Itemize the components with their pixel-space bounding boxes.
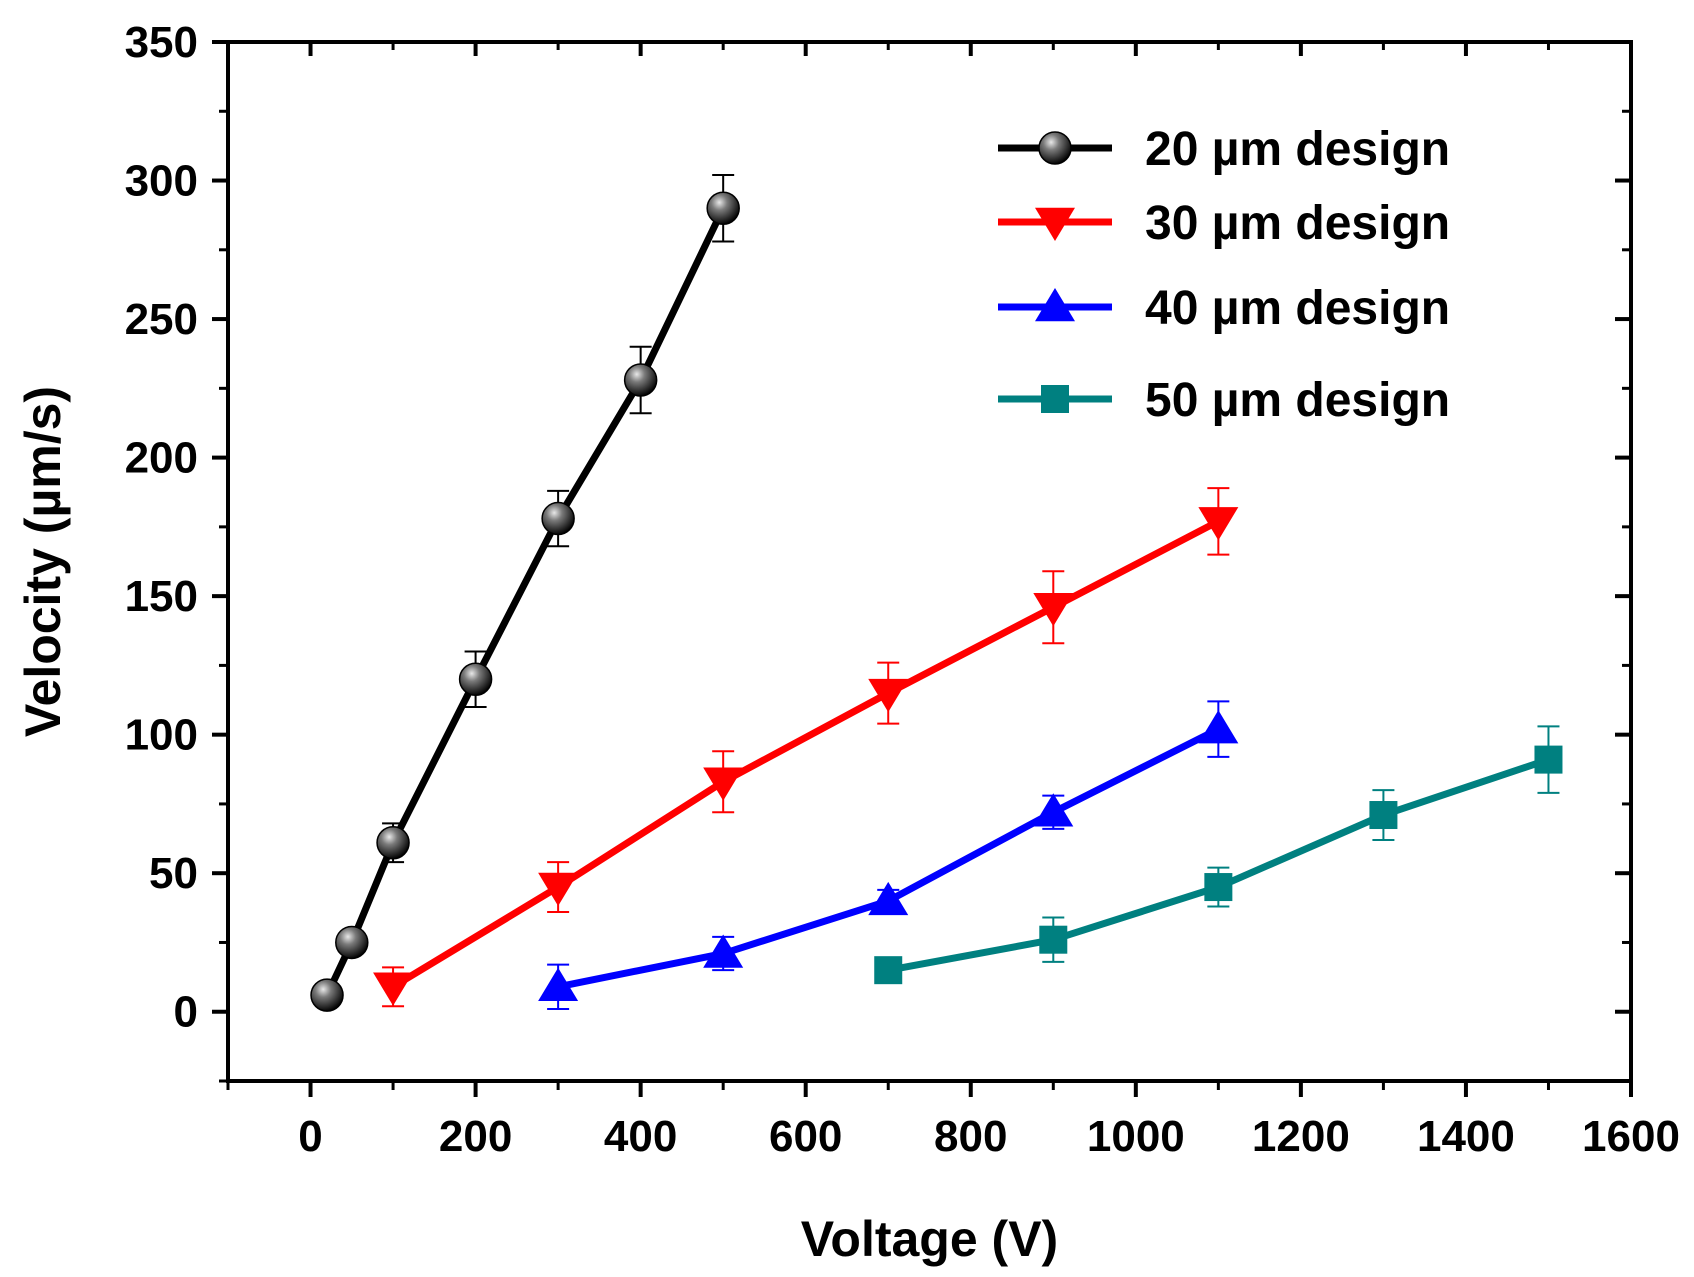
y-tick-label: 150	[125, 572, 198, 621]
legend-marker	[1038, 131, 1072, 165]
data-point	[310, 978, 344, 1012]
y-tick-label: 250	[125, 295, 198, 344]
data-point	[868, 678, 909, 713]
legend-item-2: 30 µm design	[998, 197, 1450, 250]
data-point	[1033, 793, 1074, 827]
x-tick-label: 0	[298, 1112, 322, 1161]
data-point	[1204, 873, 1233, 902]
data-point	[874, 956, 903, 985]
x-tick-label: 800	[934, 1112, 1007, 1161]
x-tick-label: 1200	[1252, 1112, 1350, 1161]
y-tick-label: 50	[149, 849, 198, 898]
series-layer	[310, 173, 1563, 1012]
y-axis: 0 50 100 150 200 250 300 350	[125, 18, 1631, 1083]
data-point	[703, 934, 744, 968]
y-tick-label: 350	[125, 18, 198, 67]
y-tick-label: 0	[174, 988, 198, 1037]
legend-item-1: 20 µm design	[998, 123, 1450, 176]
legend-label: 20 µm design	[1145, 123, 1450, 176]
data-point	[458, 662, 493, 697]
data-point	[1039, 925, 1068, 954]
data-point	[538, 872, 579, 907]
data-point	[623, 363, 658, 397]
legend-item-3: 40 µm design	[998, 282, 1450, 335]
data-point	[376, 825, 410, 860]
y-axis-title: Velocity (µm/s)	[15, 386, 71, 737]
data-point	[541, 501, 575, 536]
series-1	[310, 173, 740, 1012]
legend-item-4: 50 µm design	[998, 374, 1450, 427]
series-line	[391, 518, 1220, 990]
series-2	[373, 487, 1239, 1008]
data-point	[1534, 745, 1563, 774]
data-point	[706, 191, 740, 225]
x-tick-label: 1000	[1087, 1112, 1185, 1161]
x-axis-title: Voltage (V)	[801, 1211, 1058, 1267]
data-point	[1033, 592, 1074, 627]
plot-frame	[226, 40, 1633, 1083]
x-tick-label: 600	[769, 1112, 842, 1161]
data-point	[868, 881, 909, 916]
x-tick-label: 400	[604, 1112, 677, 1161]
series-4	[874, 725, 1563, 985]
legend-label: 50 µm design	[1145, 374, 1450, 427]
legend-label: 40 µm design	[1145, 282, 1450, 335]
legend-marker	[1035, 207, 1075, 241]
legend-label: 30 µm design	[1145, 197, 1450, 250]
x-tick-label: 200	[439, 1112, 512, 1161]
legend-marker	[1041, 385, 1069, 413]
data-point	[1198, 507, 1239, 541]
data-point	[373, 972, 414, 1006]
series-line	[887, 756, 1550, 974]
series-line	[557, 725, 1220, 991]
x-tick-label: 1400	[1417, 1112, 1515, 1161]
x-axis: 0 200 400 600 800 1000 1200 1400 1600	[226, 42, 1680, 1161]
data-point	[538, 967, 579, 1002]
series-3	[538, 700, 1239, 1010]
legend: 20 µm design 30 µm design 40 µm design 50 µ…	[998, 123, 1450, 427]
x-tick-label: 1600	[1582, 1112, 1680, 1161]
data-point	[703, 767, 744, 801]
legend-marker	[1035, 288, 1075, 322]
data-point	[335, 925, 369, 960]
data-point	[1369, 801, 1398, 830]
y-tick-label: 300	[125, 157, 198, 206]
data-point	[1198, 710, 1239, 744]
plot-border	[226, 40, 1633, 1083]
y-tick-label: 200	[125, 434, 198, 483]
y-tick-label: 100	[125, 711, 198, 760]
series-line	[323, 206, 727, 997]
